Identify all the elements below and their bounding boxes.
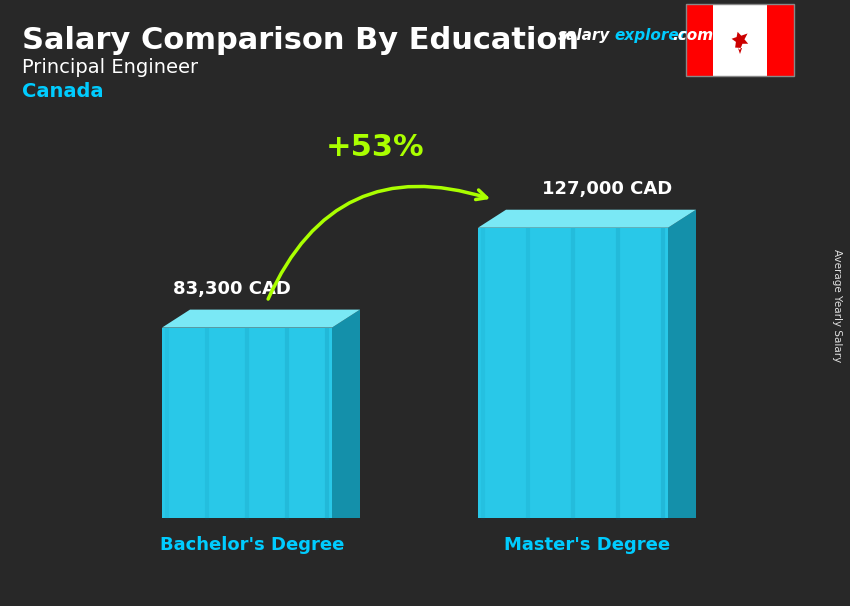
Bar — [767, 4, 794, 76]
Bar — [686, 4, 713, 76]
Text: .com: .com — [672, 28, 713, 43]
Bar — [713, 4, 767, 76]
Polygon shape — [162, 310, 360, 328]
Text: +53%: +53% — [326, 133, 424, 162]
Text: Bachelor's Degree: Bachelor's Degree — [160, 536, 344, 554]
Text: 127,000 CAD: 127,000 CAD — [541, 180, 672, 198]
Polygon shape — [478, 210, 696, 228]
Text: explorer: explorer — [614, 28, 686, 43]
Text: Average Yearly Salary: Average Yearly Salary — [832, 250, 842, 362]
Text: salary: salary — [558, 28, 610, 43]
Polygon shape — [732, 32, 748, 54]
Text: Canada: Canada — [22, 82, 104, 101]
Polygon shape — [162, 328, 332, 518]
Text: 83,300 CAD: 83,300 CAD — [173, 279, 291, 298]
Text: Master's Degree: Master's Degree — [504, 536, 670, 554]
Polygon shape — [332, 310, 360, 518]
Text: Salary Comparison By Education: Salary Comparison By Education — [22, 26, 579, 55]
Polygon shape — [478, 228, 668, 518]
Bar — [686, 4, 794, 76]
Text: Principal Engineer: Principal Engineer — [22, 58, 198, 77]
Polygon shape — [668, 210, 696, 518]
